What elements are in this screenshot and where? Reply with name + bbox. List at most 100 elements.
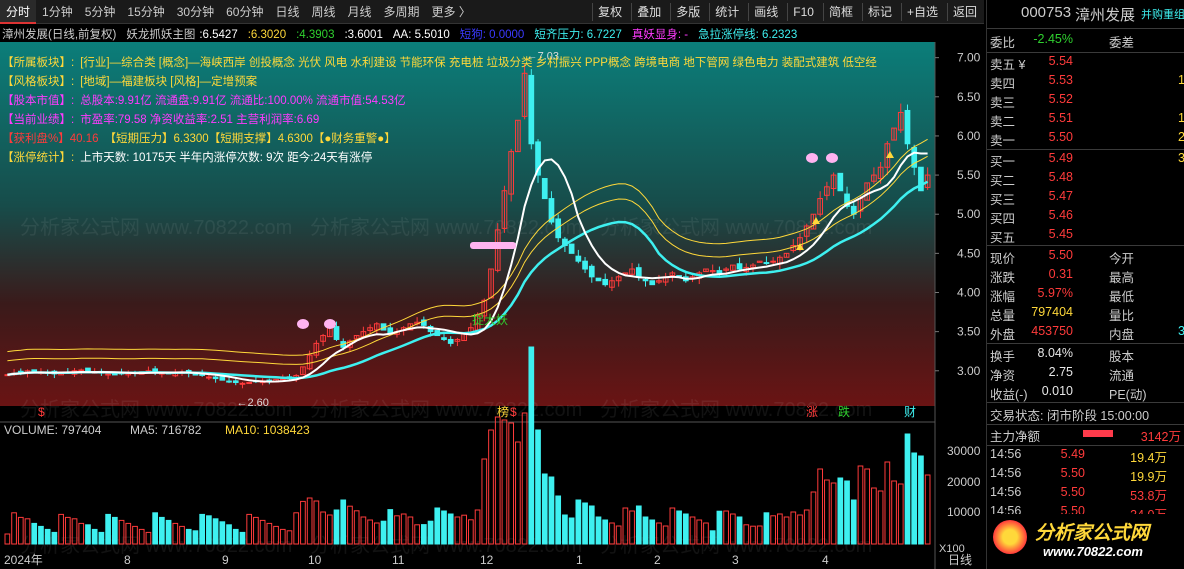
- volume-bar: [521, 412, 528, 545]
- event-mark[interactable]: 跌: [838, 404, 850, 419]
- volume-bar: [575, 499, 582, 545]
- event-mark[interactable]: $: [38, 405, 45, 419]
- candle-body: [407, 323, 414, 331]
- period-tab[interactable]: 周线: [311, 4, 336, 19]
- candle-body: [568, 243, 575, 254]
- quote-row: 买二 5.48: [987, 170, 1184, 189]
- info-label: 【股本市值】:: [2, 95, 75, 107]
- period-tab[interactable]: 更多 〉: [431, 4, 471, 19]
- tool-button[interactable]: +自选: [900, 3, 943, 21]
- tool-button[interactable]: 返回: [946, 3, 982, 21]
- volume-bar: [246, 513, 253, 545]
- volume-bar: [481, 458, 488, 545]
- event-mark[interactable]: 榜: [497, 404, 509, 419]
- volume-bar: [333, 509, 340, 545]
- info-line: 【风格板块】: [地域]—福建板块 [风格]—定增预案: [2, 73, 257, 89]
- tool-button[interactable]: 多版: [670, 3, 705, 21]
- volume-bar: [300, 500, 306, 545]
- volume-tick-label: 10000: [947, 505, 981, 519]
- candle-body: [85, 367, 91, 373]
- volume-bar: [91, 528, 98, 545]
- volume-bar: [199, 513, 206, 545]
- tool-button[interactable]: 复权: [592, 3, 627, 21]
- volume-bar: [770, 515, 776, 545]
- indicator-value: :3.6001: [344, 29, 383, 41]
- candle-body: [911, 146, 918, 168]
- volume-bar: [723, 510, 729, 545]
- stat-label: 涨跌: [990, 271, 1016, 285]
- period-indicator[interactable]: 日线: [948, 553, 972, 567]
- volume-bar: [4, 533, 11, 545]
- tool-button[interactable]: F10: [787, 3, 819, 21]
- buy-label: 买一: [990, 155, 1016, 169]
- tool-button[interactable]: 简框: [822, 3, 858, 21]
- wb-label2: 委差: [1109, 36, 1135, 50]
- info-label: 【风格板块】:: [2, 76, 75, 88]
- indicator-name[interactable]: 妖龙抓妖主图: [126, 29, 196, 41]
- volume-bar: [165, 519, 172, 545]
- tick-volume: 53.8万: [1130, 489, 1167, 503]
- period-tab[interactable]: 5分钟: [84, 4, 116, 19]
- volume-bar: [756, 525, 763, 545]
- volume-bar: [286, 530, 293, 545]
- header-link[interactable]: 并购重组: [1141, 9, 1184, 21]
- volume-bar: [864, 468, 871, 545]
- period-tab[interactable]: 1分钟: [42, 4, 73, 19]
- candle-body: [575, 255, 582, 262]
- volume-bar: [468, 519, 474, 545]
- volume-bar: [145, 531, 152, 545]
- catch-label: 捉大妖: [472, 312, 508, 327]
- volume-bar: [212, 518, 219, 545]
- volume-bar: [656, 522, 662, 545]
- volume-bar: [71, 518, 78, 545]
- volume-bar: [669, 507, 676, 545]
- time-tick-label: 3: [732, 553, 739, 567]
- quote-row: 买四 5.46: [987, 208, 1184, 227]
- period-tab[interactable]: 分时: [0, 0, 37, 24]
- period-tab[interactable]: 多周期: [383, 4, 420, 19]
- band-upper: [7, 155, 928, 365]
- candle-body: [501, 190, 508, 229]
- kline-chart[interactable]: 7.00 6.50 6.00 5.50 5.00 4.50 4.00 3.50 3.00 分析家公…: [0, 24, 984, 569]
- stat-label2: 最低: [1109, 290, 1135, 304]
- event-mark[interactable]: $: [510, 405, 517, 419]
- period-tab[interactable]: 日线: [275, 4, 300, 19]
- volume-bar: [602, 519, 609, 545]
- quote-row: 14:56 5.50 53.8万: [987, 485, 1184, 504]
- period-tab[interactable]: 30分钟: [176, 4, 215, 19]
- divider: [987, 343, 1184, 344]
- volume-bar: [407, 516, 414, 545]
- period-tab[interactable]: 月线: [347, 4, 372, 19]
- candle-body: [320, 335, 326, 342]
- volume-bar: [709, 530, 716, 545]
- volume-bar: [562, 514, 568, 545]
- stat-label2: 最高: [1109, 271, 1135, 285]
- volume-bar: [824, 479, 830, 545]
- kline-chart-area[interactable]: 7.00 6.50 6.00 5.50 5.00 4.50 4.00 3.50 3.00 分析家公…: [0, 24, 984, 569]
- volume-bar: [125, 522, 132, 545]
- period-tab[interactable]: 15分钟: [127, 4, 165, 19]
- volume-bar: [682, 513, 689, 545]
- period-tab[interactable]: 60分钟: [226, 4, 264, 19]
- volume-bar: [615, 525, 622, 545]
- info-text: 总股本:9.91亿 流通盘:9.91亿 流通比:100.00% 流通市值:54.…: [80, 95, 406, 107]
- tool-button[interactable]: 标记: [861, 3, 897, 21]
- time-tick-label: 11: [392, 553, 405, 567]
- candle-body: [837, 172, 844, 192]
- quote-row: 卖四 5.53 1: [987, 73, 1184, 92]
- tool-button[interactable]: 统计: [709, 3, 744, 21]
- buy-label: 买二: [990, 174, 1016, 188]
- tool-button[interactable]: 画线: [748, 3, 783, 21]
- event-mark[interactable]: 财: [904, 405, 916, 419]
- tool-button[interactable]: 叠加: [631, 3, 666, 21]
- volume-bar: [884, 461, 891, 545]
- candle-body: [904, 109, 911, 145]
- tick-time: 14:56: [990, 447, 1022, 461]
- volume-bar: [904, 433, 911, 545]
- event-mark[interactable]: 涨: [806, 404, 818, 419]
- candle-body: [521, 72, 528, 117]
- price-tick-label: 6.00: [957, 129, 981, 143]
- chart-header: 漳州发展(日线,前复权) 妖龙抓妖主图:6.5427:6.3020:4.3903:…: [2, 26, 807, 42]
- stat-label2: 内盘: [1109, 328, 1135, 342]
- candle-body: [615, 276, 622, 282]
